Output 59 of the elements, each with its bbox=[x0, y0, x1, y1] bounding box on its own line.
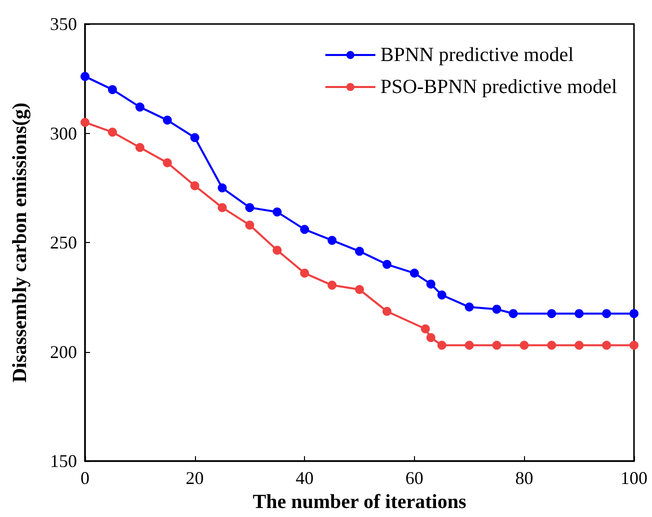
point bbox=[602, 340, 612, 350]
point bbox=[300, 268, 310, 278]
point bbox=[328, 236, 337, 245]
point bbox=[135, 102, 144, 112]
point bbox=[630, 309, 638, 318]
point bbox=[190, 133, 200, 142]
point bbox=[437, 340, 446, 350]
point bbox=[300, 224, 310, 234]
point bbox=[382, 306, 392, 316]
y-tick-label: 200 bbox=[50, 342, 77, 362]
point bbox=[218, 203, 227, 212]
point bbox=[410, 268, 419, 278]
point bbox=[108, 128, 117, 137]
point bbox=[464, 340, 474, 350]
point bbox=[190, 181, 200, 190]
point bbox=[547, 340, 556, 350]
point bbox=[80, 72, 90, 81]
point bbox=[162, 158, 172, 168]
point bbox=[508, 309, 518, 318]
y-tick-label: 250 bbox=[50, 232, 77, 253]
point bbox=[492, 304, 502, 314]
point bbox=[80, 118, 90, 127]
point bbox=[602, 309, 612, 318]
point bbox=[218, 183, 227, 192]
point bbox=[245, 220, 254, 230]
x-tick-label: 100 bbox=[620, 468, 648, 488]
point bbox=[437, 290, 446, 300]
x-axis-title: The number of iterations bbox=[252, 491, 466, 513]
point bbox=[162, 116, 172, 125]
point bbox=[328, 280, 337, 290]
point bbox=[420, 324, 430, 334]
point bbox=[272, 246, 282, 255]
y-tick-label: 300 bbox=[50, 123, 77, 144]
point bbox=[520, 340, 529, 350]
point bbox=[426, 280, 436, 289]
point bbox=[547, 309, 556, 318]
legend-label: PSO-BPNN predictive model bbox=[380, 76, 618, 98]
point bbox=[574, 309, 584, 318]
point bbox=[492, 340, 502, 350]
legend-label: BPNN predictive model bbox=[380, 44, 574, 66]
x-tick-label: 80 bbox=[515, 468, 534, 488]
point bbox=[272, 207, 282, 216]
y-tick-label: 350 bbox=[50, 14, 77, 34]
point bbox=[355, 285, 364, 294]
x-tick-label: 60 bbox=[405, 468, 424, 488]
point bbox=[108, 85, 117, 94]
y-axis-title: Disassembly carbon emissions(g) bbox=[9, 102, 31, 383]
point bbox=[464, 302, 474, 312]
point bbox=[630, 340, 638, 350]
point bbox=[135, 142, 144, 152]
point bbox=[245, 203, 254, 212]
point bbox=[574, 340, 584, 350]
x-tick-label: 20 bbox=[186, 468, 204, 488]
point bbox=[426, 333, 436, 342]
x-tick-label: 40 bbox=[296, 468, 314, 488]
point bbox=[382, 260, 392, 269]
point bbox=[355, 246, 364, 256]
x-tick-label: 0 bbox=[80, 468, 90, 488]
y-tick-label: 150 bbox=[50, 451, 77, 472]
